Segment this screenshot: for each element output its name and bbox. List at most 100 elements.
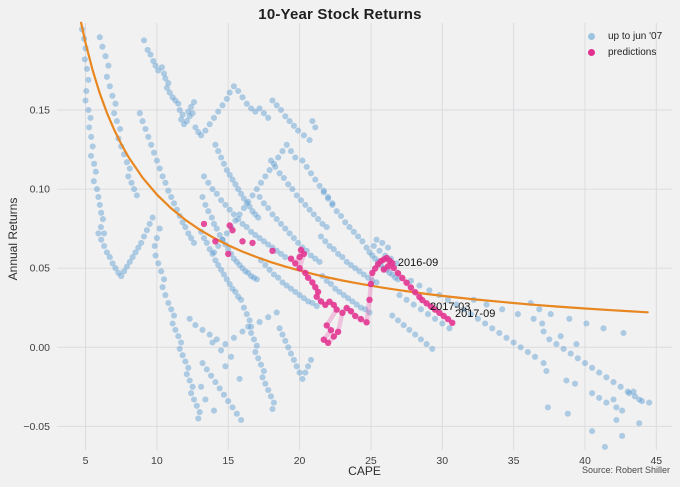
blue-point bbox=[260, 238, 267, 245]
blue-point bbox=[238, 416, 245, 424]
blue-point bbox=[295, 127, 302, 134]
blue-point bbox=[153, 157, 160, 164]
pink-point bbox=[212, 238, 219, 245]
blue-point bbox=[309, 118, 316, 125]
blue-point bbox=[467, 311, 474, 318]
blue-point bbox=[624, 388, 631, 395]
blue-point bbox=[250, 274, 257, 281]
blue-point bbox=[222, 341, 229, 348]
blue-point bbox=[636, 420, 643, 427]
x-tick-label: 20 bbox=[294, 455, 306, 467]
blue-dot-icon bbox=[588, 32, 595, 40]
blue-point bbox=[275, 154, 282, 161]
blue-point bbox=[189, 110, 196, 117]
blue-point bbox=[610, 379, 617, 386]
x-tick-label: 35 bbox=[508, 455, 520, 467]
x-tick-label: 15 bbox=[222, 455, 234, 467]
blue-point bbox=[186, 315, 193, 322]
blue-point bbox=[140, 37, 148, 44]
blue-point bbox=[205, 179, 212, 186]
blue-point bbox=[280, 174, 287, 182]
blue-point bbox=[343, 258, 350, 265]
blue-point bbox=[210, 220, 218, 227]
blue-point bbox=[336, 288, 343, 295]
blue-point bbox=[248, 273, 255, 280]
blue-point bbox=[293, 363, 300, 370]
blue-point bbox=[265, 386, 272, 394]
blue-point bbox=[126, 258, 133, 265]
blue-point bbox=[307, 170, 315, 177]
blue-point bbox=[279, 331, 286, 338]
blue-point bbox=[267, 393, 275, 400]
blue-point bbox=[546, 336, 553, 343]
blue-point bbox=[95, 230, 102, 237]
blue-point bbox=[262, 261, 269, 269]
blue-point bbox=[426, 287, 433, 294]
blue-point bbox=[243, 200, 250, 207]
blue-point bbox=[199, 360, 206, 367]
blue-point bbox=[617, 383, 624, 390]
blue-point bbox=[260, 367, 267, 375]
blue-point bbox=[340, 292, 347, 299]
blue-point bbox=[152, 252, 159, 259]
blue-point bbox=[322, 238, 329, 245]
source-note: Source: Robert Shiller bbox=[581, 465, 670, 475]
blue-point bbox=[287, 148, 295, 155]
pink-point bbox=[380, 266, 387, 273]
blue-point bbox=[423, 341, 430, 348]
blue-point bbox=[158, 268, 165, 275]
pink-point bbox=[287, 255, 295, 262]
blue-point bbox=[330, 246, 337, 253]
pink-point bbox=[269, 247, 276, 254]
blue-point bbox=[345, 295, 352, 302]
blue-point bbox=[95, 193, 102, 201]
blue-point bbox=[123, 159, 130, 166]
blue-point bbox=[200, 235, 208, 242]
blue-point bbox=[98, 209, 105, 216]
blue-point bbox=[240, 195, 247, 202]
blue-point bbox=[255, 214, 262, 221]
blue-point bbox=[366, 249, 373, 256]
blue-point bbox=[178, 339, 185, 346]
blue-point bbox=[220, 391, 227, 398]
blue-point bbox=[144, 46, 151, 53]
blue-point bbox=[417, 306, 424, 313]
blue-point bbox=[158, 64, 165, 71]
blue-point bbox=[446, 325, 453, 332]
blue-point bbox=[553, 341, 560, 348]
blue-point bbox=[152, 62, 159, 69]
blue-point bbox=[253, 186, 260, 193]
blue-point bbox=[170, 200, 178, 207]
pink-dot-icon bbox=[588, 48, 595, 56]
blue-point bbox=[223, 95, 230, 102]
blue-point bbox=[90, 178, 97, 185]
pink-point bbox=[300, 250, 308, 258]
blue-point bbox=[182, 224, 189, 231]
blue-point bbox=[286, 118, 293, 125]
blue-point bbox=[352, 265, 359, 272]
pink-point bbox=[333, 306, 340, 313]
blue-point bbox=[203, 239, 210, 246]
blue-point bbox=[83, 65, 91, 72]
blue-point bbox=[539, 320, 546, 327]
blue-point bbox=[292, 288, 299, 295]
blue-point bbox=[82, 97, 89, 104]
blue-point bbox=[370, 242, 377, 250]
blue-point bbox=[126, 165, 133, 172]
pink-point bbox=[403, 279, 410, 286]
blue-point bbox=[496, 329, 503, 337]
blue-point bbox=[270, 160, 277, 167]
blue-point bbox=[220, 271, 227, 278]
blue-point bbox=[350, 228, 357, 235]
blue-point bbox=[384, 244, 392, 251]
blue-point bbox=[232, 181, 239, 188]
blue-point bbox=[179, 352, 186, 359]
annotation-2017-03: 2017-03 bbox=[429, 300, 471, 313]
blue-point bbox=[246, 203, 253, 210]
pink-point bbox=[292, 260, 299, 267]
blue-point bbox=[109, 92, 116, 99]
pink-point bbox=[323, 322, 330, 329]
blue-point bbox=[232, 288, 239, 295]
blue-point bbox=[87, 114, 94, 121]
blue-point bbox=[190, 239, 198, 246]
